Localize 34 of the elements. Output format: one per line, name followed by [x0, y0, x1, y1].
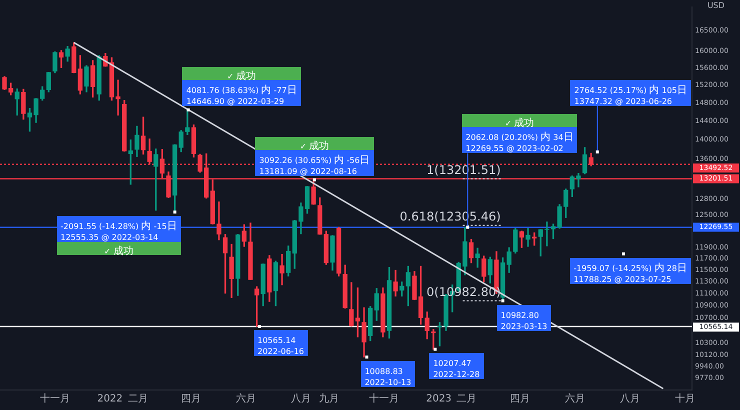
x-tick-label: 十一月 — [40, 392, 70, 405]
callout-box: ✓ 成功 2062.08 (20.20%) 内 34日 12269.55 @ 2023-02-02 — [462, 114, 578, 154]
x-tick-label: 二月 — [456, 394, 477, 405]
x-tick-label: 四月 — [510, 394, 530, 405]
x-tick-label: 六月 — [236, 392, 256, 405]
callout-box: 10088.83 2022-10-13 — [360, 361, 416, 388]
callout-box: 10982.80 2023-03-13 — [496, 304, 552, 331]
x-tick-label: 十月 — [674, 392, 695, 405]
callout-box: -1959.07 (-14.25%) 内 28日 11788.25 @ 2023-07-25 — [570, 258, 691, 284]
callout-box: 10565.14 2022-06-16 — [254, 330, 308, 356]
annotation: 2764.52 (25.17%) 内 105日 13747.32 @ 2023-06-26 — [574, 84, 687, 106]
callout-box: ✓ 成功 4081.76 (38.63%) 内 -77日 14646.90 @ 2022-03-29 — [182, 66, 301, 106]
x-tick-label: 六月 — [564, 392, 585, 405]
x-tick-label: 四月 — [181, 394, 202, 405]
x-tick-label: 八月 — [620, 394, 640, 405]
annotation: -2091.55 (-14.28%) 内 -15日 12555.35 @ 2022-03-14 ✓ 成功 — [60, 221, 177, 258]
x-tick-label: 二月 — [128, 394, 148, 405]
x-tick-label: 九月 — [318, 392, 339, 405]
x-tick-label: 2023 — [426, 394, 452, 405]
y-axis-title: USD — [707, 1, 725, 10]
callout-box: 2764.52 (25.17%) 内 105日 13747.32 @ 2023-06-26 — [570, 80, 691, 106]
candlestick — [526, 228, 530, 247]
callout-box: 10207.47 2022-12-28 — [429, 353, 484, 380]
callout-box: -2091.55 (-14.28%) 内 -15日 12555.35 @ 2022-03-14 ✓ 成功 — [56, 216, 181, 256]
annotation: -1959.07 (-14.25%) 内 28日 11788.25 @ 2023-07-25 — [574, 262, 687, 284]
annotation: 10207.47 2022-12-28 — [433, 359, 480, 380]
x-tick-label: 八月 — [290, 394, 311, 405]
x-tick-label: 十一月 — [368, 392, 399, 405]
annotation: 10088.83 2022-10-13 — [364, 367, 412, 388]
annotation: 10565.14 2022-06-16 — [258, 336, 304, 356]
callout-box: ✓ 成功 3092.26 (30.65%) 内 -56日 13181.09 @ 2022-08-16 — [255, 136, 374, 176]
candlestick — [475, 248, 480, 268]
annotation: 10982.80 2023-03-13 — [500, 310, 548, 331]
x-tick-label: 2022 — [97, 394, 123, 405]
